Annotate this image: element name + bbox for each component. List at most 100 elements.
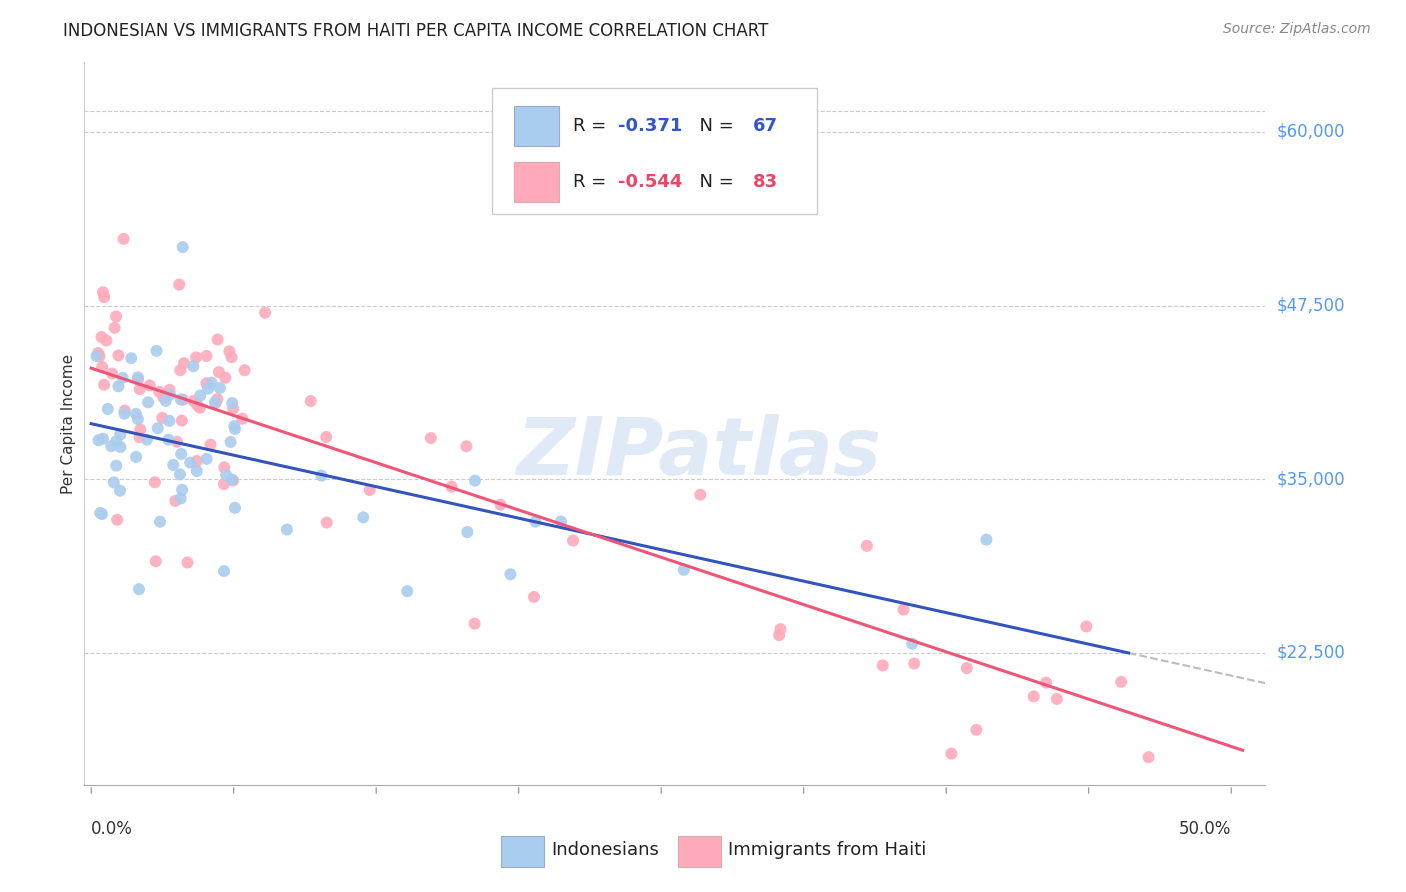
Point [162, 458, 184, 472]
Point [143, 475, 166, 490]
FancyBboxPatch shape [515, 162, 560, 202]
Point [127, 370, 149, 384]
Text: Immigrants from Haiti: Immigrants from Haiti [728, 841, 927, 859]
Point [159, 383, 181, 397]
Point [214, 460, 236, 475]
Point [233, 363, 256, 377]
Point [315, 430, 337, 444]
Point [105, 513, 128, 527]
Y-axis label: Per Capita Income: Per Capita Income [60, 353, 76, 494]
Point [254, 306, 277, 320]
Point [89, 349, 111, 363]
Point [114, 407, 136, 421]
Point [172, 483, 194, 497]
Point [221, 350, 243, 364]
Text: N =: N = [688, 173, 740, 191]
Point [456, 439, 478, 453]
Point [976, 533, 998, 547]
Point [311, 468, 333, 483]
Point [689, 488, 711, 502]
Text: $60,000: $60,000 [1277, 123, 1346, 141]
Point [359, 483, 381, 497]
Point [125, 450, 148, 464]
Point [91, 432, 114, 446]
Point [157, 414, 180, 428]
Point [200, 437, 222, 451]
Point [90, 330, 112, 344]
Point [97, 402, 120, 417]
Point [221, 473, 243, 487]
Text: Indonesians: Indonesians [551, 841, 659, 859]
Point [87, 346, 110, 360]
Point [111, 371, 134, 385]
Point [167, 277, 190, 292]
Point [299, 394, 322, 409]
Text: Source: ZipAtlas.com: Source: ZipAtlas.com [1223, 22, 1371, 37]
Point [101, 367, 124, 381]
Point [169, 467, 191, 482]
Point [208, 365, 231, 379]
Point [146, 421, 169, 435]
Point [136, 433, 159, 447]
Text: INDONESIAN VS IMMIGRANTS FROM HAITI PER CAPITA INCOME CORRELATION CHART: INDONESIAN VS IMMIGRANTS FROM HAITI PER … [63, 22, 769, 40]
Point [103, 320, 125, 334]
Point [136, 395, 159, 409]
Point [197, 382, 219, 396]
Point [219, 434, 242, 449]
Point [872, 658, 894, 673]
Point [100, 439, 122, 453]
Point [1109, 674, 1132, 689]
Text: $22,500: $22,500 [1277, 644, 1346, 662]
Point [464, 474, 486, 488]
Point [105, 434, 128, 449]
Point [169, 363, 191, 377]
Point [523, 590, 546, 604]
Point [149, 515, 172, 529]
Point [179, 456, 201, 470]
Point [128, 430, 150, 444]
Point [188, 389, 211, 403]
Point [524, 515, 547, 529]
Point [221, 396, 243, 410]
Point [155, 393, 177, 408]
Point [207, 333, 229, 347]
Point [464, 616, 486, 631]
Text: 83: 83 [752, 173, 778, 191]
Point [903, 657, 925, 671]
Point [276, 523, 298, 537]
Point [152, 391, 174, 405]
Point [956, 661, 979, 675]
Text: 67: 67 [752, 118, 778, 136]
Point [91, 507, 114, 521]
Point [181, 359, 204, 374]
Point [222, 401, 245, 416]
Point [195, 451, 218, 466]
Point [125, 407, 148, 421]
FancyBboxPatch shape [502, 836, 544, 867]
Point [105, 310, 128, 324]
Point [200, 376, 222, 390]
Point [672, 563, 695, 577]
Point [195, 376, 218, 391]
Point [215, 468, 238, 483]
Text: $35,000: $35,000 [1277, 470, 1346, 488]
Point [110, 440, 132, 454]
Point [145, 554, 167, 568]
Point [108, 483, 131, 498]
Point [96, 334, 118, 348]
Text: ZIPatlas: ZIPatlas [516, 414, 882, 491]
Point [856, 539, 879, 553]
Point [231, 411, 253, 425]
Point [965, 723, 987, 737]
Point [456, 524, 478, 539]
Point [114, 403, 136, 417]
Point [107, 379, 129, 393]
Point [184, 351, 207, 365]
Point [1076, 619, 1098, 633]
Point [107, 348, 129, 362]
Point [148, 384, 170, 399]
Point [110, 427, 132, 442]
Point [208, 381, 231, 395]
Point [176, 556, 198, 570]
Text: N =: N = [688, 118, 740, 136]
